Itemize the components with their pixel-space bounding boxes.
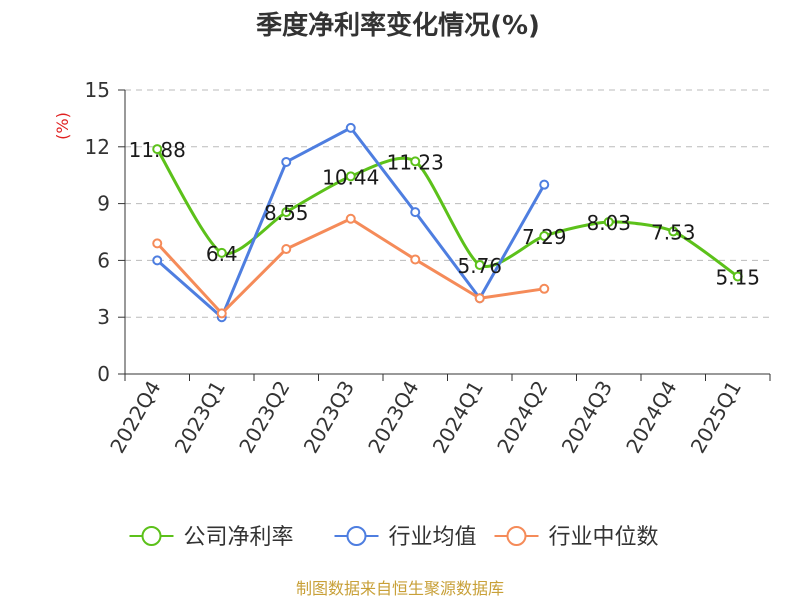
y-tick-label: 9 (97, 192, 110, 216)
data-label: 6.4 (206, 242, 238, 266)
data-label: 5.76 (457, 254, 502, 278)
data-point (539, 230, 550, 241)
legend-item: 行业均值 (334, 525, 477, 550)
data-point (345, 122, 356, 133)
data-point (345, 213, 356, 224)
data-label: 10.44 (322, 165, 379, 189)
legend-label: 行业均值 (389, 525, 477, 550)
legend-marker (506, 526, 527, 546)
chart-title: 季度净利率变化情况(%) (256, 10, 540, 41)
data-point (474, 293, 485, 304)
data-point (281, 207, 292, 218)
legend-item: 行业中位数 (494, 525, 659, 550)
legend: 公司净利率 行业均值 行业中位数 (129, 525, 659, 550)
data-label: 5.15 (715, 265, 760, 289)
label-layer: 11.88 6.4 8.55 10.44 11.23 5.76 7.29 8.03 7.53 5.… (129, 138, 760, 289)
footer-source: 制图数据来自恒生聚源数据库 (296, 579, 504, 598)
x-tick-label: 2023Q1 (170, 377, 230, 458)
legend-marker (346, 526, 367, 546)
series-line-1 (155, 147, 740, 278)
data-point (474, 259, 485, 270)
legend-label: 行业中位数 (549, 525, 659, 550)
y-tick-label: 15 (85, 78, 110, 102)
data-point (152, 255, 163, 266)
x-tick-label: 2024Q2 (492, 377, 552, 458)
legend-item: 公司净利率 (129, 525, 294, 550)
data-point (603, 216, 614, 227)
data-label: 7.29 (522, 225, 567, 249)
data-label: 11.23 (387, 150, 444, 174)
data-label: 11.88 (129, 138, 186, 162)
data-point (410, 254, 421, 265)
data-point (281, 156, 292, 167)
data-point (281, 244, 292, 255)
data-label: 8.03 (586, 211, 631, 235)
y-axis-label: (%) (53, 112, 72, 140)
x-tick-label: 2023Q3 (299, 377, 359, 458)
legend-label: 公司净利率 (184, 525, 294, 550)
x-tick-label: 2023Q4 (363, 377, 423, 458)
data-point (152, 144, 163, 155)
x-tick-label: 2023Q2 (234, 377, 294, 458)
x-tick-label: 2024Q4 (621, 377, 681, 458)
legend-marker (141, 526, 162, 546)
y-tick-label: 6 (97, 248, 110, 272)
y-tick-label: 3 (97, 305, 110, 329)
data-point (539, 283, 550, 294)
data-point (152, 238, 163, 249)
x-tick-label: 2025Q1 (686, 377, 746, 458)
series-layer (152, 122, 743, 323)
data-point (410, 156, 421, 167)
data-point (410, 207, 421, 218)
data-point (668, 226, 679, 237)
data-point (539, 179, 550, 190)
y-tick-label: 12 (85, 135, 110, 159)
data-point (345, 171, 356, 182)
data-point (216, 247, 227, 258)
y-tick-label: 0 (97, 362, 110, 386)
x-tick-label: 2024Q3 (557, 377, 617, 458)
data-point (216, 308, 227, 319)
x-tick-label: 2022Q4 (105, 377, 165, 458)
grid-layer (125, 89, 770, 318)
data-label: 7.53 (651, 220, 696, 244)
x-tick-label: 2024Q1 (428, 377, 488, 458)
data-label: 8.55 (264, 201, 309, 225)
data-point (732, 271, 743, 282)
